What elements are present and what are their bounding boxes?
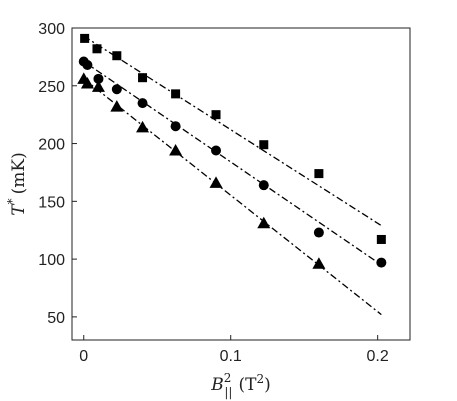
data-point-circle [376,257,387,268]
x-axis-unit: (T [238,375,257,395]
data-point-circle [137,98,148,109]
data-point-square [376,234,386,244]
y-axis-unit: (mK) [9,152,29,194]
data-point-square [112,51,122,61]
x-axis-label: B2 || (T2) [210,371,271,399]
data-point-square [80,33,90,43]
data-point-triangle [136,120,150,133]
x-axis-ticks: 0 0.1 0.2 [79,335,389,365]
x-tick-label: 0.1 [220,348,242,365]
x-axis-unit-close: ) [264,375,271,395]
x-axis-subscript: || [224,385,232,399]
fit-lines [83,35,382,316]
x-tick-label: 0 [79,348,88,365]
data-point-triangle [91,80,105,92]
y-axis-superscript: * [5,198,19,204]
data-point-triangle [257,216,271,229]
x-tick-label: 0.2 [367,348,389,365]
y-tick-label: 250 [38,79,65,96]
fit-line-triangle [83,78,382,316]
y-tick-label: 300 [38,21,65,38]
data-point-square [92,44,102,54]
data-point-circle [93,73,104,84]
y-tick-label: 50 [47,310,65,327]
data-point-square [211,110,221,120]
data-point-square [259,140,269,150]
y-axis-ticks: 50 100 150 200 250 300 [38,21,77,327]
data-point-triangle [209,176,223,188]
y-tick-label: 200 [38,137,65,154]
y-axis-label: T* (mK) [5,152,29,215]
data-points [77,33,387,269]
data-point-square [314,169,324,179]
data-point-square [171,89,181,99]
x-axis-unit-superscript: 2 [256,372,264,386]
data-point-circle [258,180,269,191]
y-tick-label: 100 [38,252,65,269]
y-axis-variable: T [9,203,29,216]
data-point-triangle [110,100,124,112]
data-point-circle [111,84,122,95]
data-point-circle [82,59,93,70]
y-tick-label: 150 [38,194,65,211]
x-axis-superscript: 2 [224,371,232,385]
fit-line-square [83,35,382,227]
plot-frame [71,27,411,341]
x-axis-variable: B [210,375,224,395]
data-point-triangle [312,257,326,269]
fit-line-circle [83,60,382,266]
data-point-circle [211,145,222,156]
data-point-triangle [80,76,94,89]
data-point-triangle [169,143,183,156]
data-point-circle [313,227,324,238]
data-point-square [138,73,148,83]
data-point-circle [170,121,181,132]
